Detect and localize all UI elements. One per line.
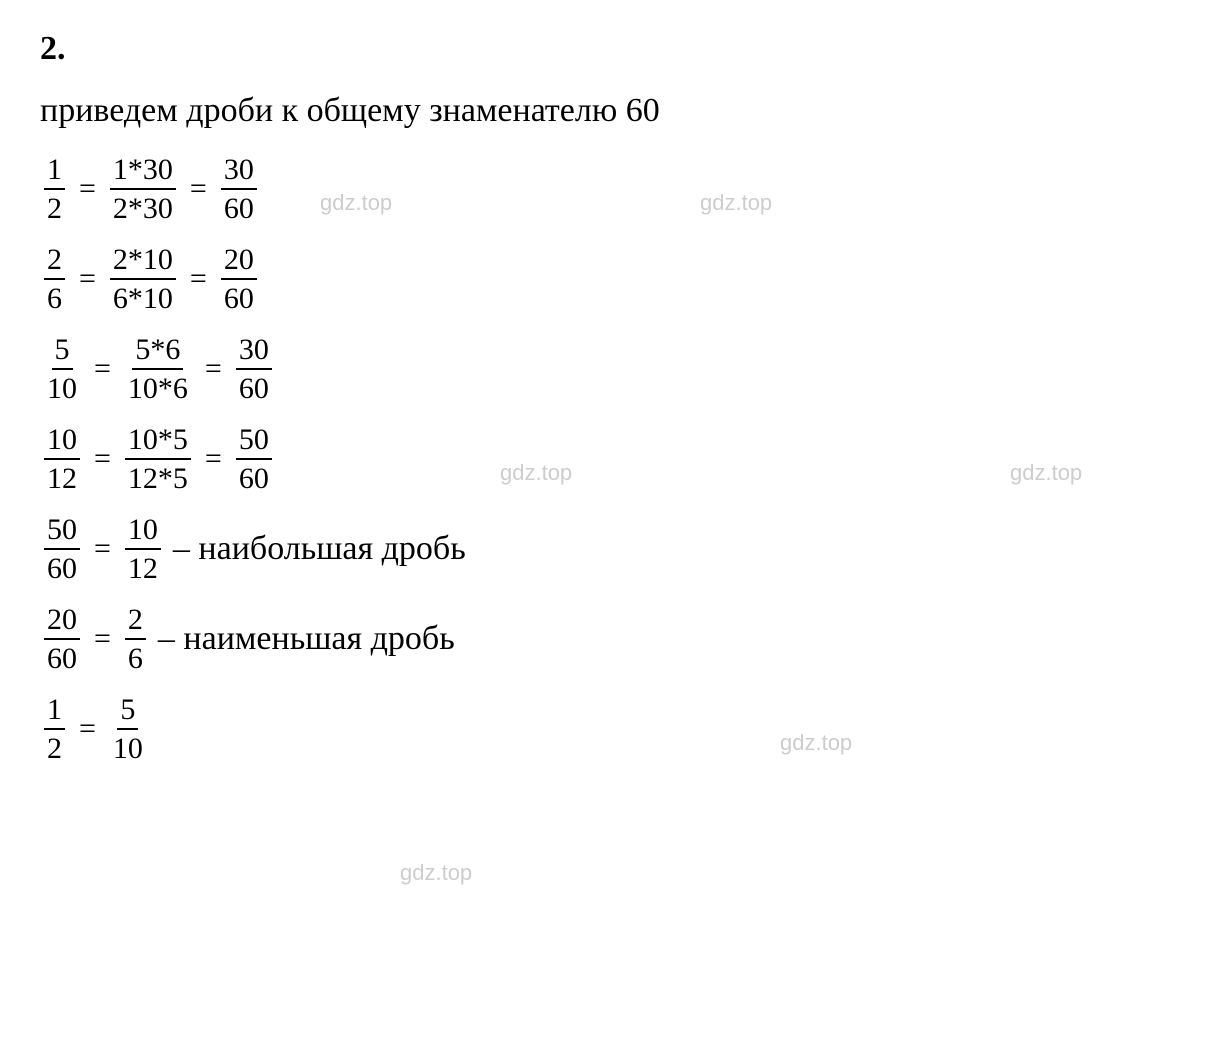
equals-sign: = (190, 262, 207, 296)
denominator: 10 (110, 730, 146, 765)
fraction: 10*512*5 (125, 423, 191, 495)
numerator: 5*6 (132, 333, 183, 370)
denominator: 12*5 (125, 460, 191, 495)
numerator: 2 (125, 603, 146, 640)
fraction: 1*302*30 (110, 153, 176, 225)
equation-note: – наименьшая дробь (158, 620, 455, 658)
numerator: 30 (221, 153, 257, 190)
fraction: 3060 (221, 153, 257, 225)
equation-row: 510 = 5*610*6 = 3060 (40, 330, 1166, 408)
denominator: 10 (44, 370, 80, 405)
fraction: 12 (44, 153, 65, 225)
denominator: 60 (221, 280, 257, 315)
equals-sign: = (205, 442, 222, 476)
denominator: 6 (125, 640, 146, 675)
denominator: 60 (44, 550, 80, 585)
numerator: 1 (44, 153, 65, 190)
numerator: 10 (125, 513, 161, 550)
denominator: 6*10 (110, 280, 176, 315)
fraction: 5*610*6 (125, 333, 191, 405)
equals-sign: = (79, 172, 96, 206)
numerator: 10*5 (125, 423, 191, 460)
fraction: 2060 (221, 243, 257, 315)
numerator: 2*10 (110, 243, 176, 280)
denominator: 2*30 (110, 190, 176, 225)
equals-sign: = (94, 622, 111, 656)
denominator: 60 (221, 190, 257, 225)
watermark-text: gdz.top (400, 860, 472, 886)
fraction: 1012 (125, 513, 161, 585)
numerator: 10 (44, 423, 80, 460)
numerator: 50 (236, 423, 272, 460)
numerator: 30 (236, 333, 272, 370)
equals-sign: = (79, 712, 96, 746)
fraction: 26 (125, 603, 146, 675)
equation-row: 5060 = 1012 – наибольшая дробь (40, 510, 1166, 588)
numerator: 1*30 (110, 153, 176, 190)
problem-number: 2. (40, 30, 1166, 68)
fraction: 26 (44, 243, 65, 315)
fraction: 3060 (236, 333, 272, 405)
denominator: 60 (44, 640, 80, 675)
denominator: 6 (44, 280, 65, 315)
numerator: 5 (52, 333, 73, 370)
equals-sign: = (94, 442, 111, 476)
numerator: 1 (44, 693, 65, 730)
fraction: 2*106*10 (110, 243, 176, 315)
fraction: 5060 (236, 423, 272, 495)
fraction: 12 (44, 693, 65, 765)
denominator: 60 (236, 460, 272, 495)
equation-row: 26 = 2*106*10 = 2060 (40, 240, 1166, 318)
equals-sign: = (190, 172, 207, 206)
denominator: 12 (125, 550, 161, 585)
equals-sign: = (205, 352, 222, 386)
fraction: 2060 (44, 603, 80, 675)
equation-row: 12 = 510 (40, 690, 1166, 768)
denominator: 60 (236, 370, 272, 405)
equation-note: – наибольшая дробь (173, 530, 466, 568)
equation-row: 1012 = 10*512*5 = 5060 (40, 420, 1166, 498)
fraction: 5060 (44, 513, 80, 585)
equals-sign: = (94, 352, 111, 386)
equation-row: 2060 = 26 – наименьшая дробь (40, 600, 1166, 678)
equation-row: 12 = 1*302*30 = 3060 (40, 150, 1166, 228)
problem-description: приведем дроби к общему знаменателю 60 (40, 92, 1166, 130)
equals-sign: = (79, 262, 96, 296)
numerator: 50 (44, 513, 80, 550)
numerator: 20 (221, 243, 257, 280)
denominator: 10*6 (125, 370, 191, 405)
fraction: 510 (110, 693, 146, 765)
numerator: 5 (117, 693, 138, 730)
denominator: 12 (44, 460, 80, 495)
denominator: 2 (44, 190, 65, 225)
fraction: 510 (44, 333, 80, 405)
denominator: 2 (44, 730, 65, 765)
numerator: 20 (44, 603, 80, 640)
numerator: 2 (44, 243, 65, 280)
equations-container: 12=1*302*30=306026=2*106*10=2060510=5*61… (40, 150, 1166, 768)
fraction: 1012 (44, 423, 80, 495)
equals-sign: = (94, 532, 111, 566)
